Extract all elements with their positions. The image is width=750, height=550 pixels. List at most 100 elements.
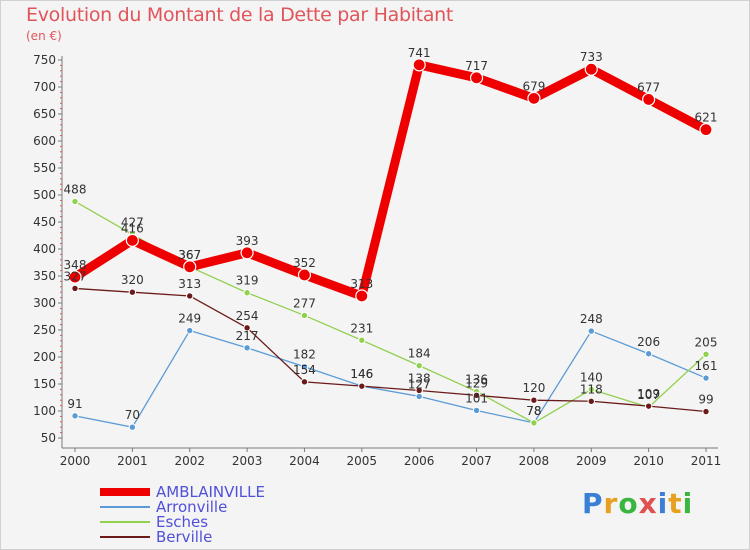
data-point	[71, 412, 79, 420]
data-point	[355, 289, 369, 303]
data-label: 327	[64, 269, 87, 283]
y-tick-label: 200	[33, 350, 56, 364]
data-point	[472, 406, 481, 415]
x-tick-label: 2005	[347, 454, 378, 468]
series-line-esches	[74, 200, 707, 424]
data-label: 254	[236, 309, 259, 323]
y-tick-label: 450	[33, 215, 56, 229]
data-point	[472, 391, 481, 400]
data-label: 101	[465, 391, 488, 405]
data-label: 488	[64, 182, 87, 196]
data-label: 146	[350, 367, 373, 381]
y-tick-label: 500	[33, 188, 56, 202]
data-label: 184	[408, 347, 431, 361]
data-point	[358, 336, 366, 344]
data-point	[587, 327, 595, 335]
data-point	[68, 270, 82, 284]
x-tick-label: 2007	[461, 454, 492, 468]
legend-swatch	[100, 506, 150, 508]
data-label: 352	[293, 256, 316, 270]
data-label: 679	[522, 79, 545, 93]
x-tick-label: 2006	[404, 454, 435, 468]
data-label: 677	[637, 80, 660, 94]
data-point	[125, 233, 139, 247]
data-point	[297, 268, 312, 282]
data-label: 205	[695, 335, 718, 349]
data-point	[186, 326, 194, 335]
data-label: 313	[178, 277, 201, 291]
series-line-arronville	[74, 329, 707, 428]
y-tick-label: 50	[41, 431, 56, 445]
data-label: 127	[408, 377, 431, 391]
data-point	[415, 361, 423, 370]
data-label: 138	[408, 371, 431, 385]
x-tick-label: 2009	[576, 454, 607, 468]
chart-data-labels: 348 416 367 393 352 313 741 717 679 733 677 621 91 70…	[64, 46, 718, 422]
chart-series-lines	[68, 58, 713, 431]
data-label: 248	[580, 312, 603, 326]
y-tick-label: 250	[33, 323, 56, 337]
series-line-berville	[74, 287, 707, 413]
data-point	[183, 260, 197, 274]
data-point	[300, 311, 309, 320]
data-label: 78	[526, 404, 541, 418]
data-point	[300, 363, 309, 371]
data-point	[243, 344, 251, 352]
y-tick-label: 350	[33, 269, 56, 283]
data-label: 109	[637, 387, 660, 401]
data-point	[243, 324, 251, 332]
legend-label: Berville	[156, 528, 213, 546]
data-point	[415, 386, 423, 395]
legend-label: Esches	[156, 513, 209, 531]
legend-item-esches: Esches	[100, 513, 400, 531]
data-label: 136	[465, 373, 488, 387]
data-point	[240, 246, 254, 260]
data-point	[71, 197, 79, 206]
data-point	[530, 396, 538, 404]
y-tick-label: 600	[33, 134, 56, 148]
data-label: 182	[293, 348, 316, 362]
data-label: 231	[350, 321, 373, 335]
data-point	[527, 91, 541, 105]
legend-swatch	[100, 521, 150, 523]
data-label: 393	[236, 234, 259, 248]
chart-axes: 50 100 150 200 250 300 350 400 450 500 550 600 650 70…	[33, 53, 721, 468]
x-tick-label: 2002	[174, 454, 205, 468]
data-point	[530, 419, 538, 427]
data-label: 277	[293, 296, 316, 310]
x-tick-label: 2008	[519, 454, 550, 468]
data-point	[469, 71, 484, 85]
data-label: 91	[67, 397, 82, 411]
y-tick-label: 700	[33, 80, 56, 94]
data-point	[587, 397, 595, 405]
legend-item-arronville: Arronville	[100, 498, 400, 516]
data-label: 70	[125, 408, 140, 422]
chart-unit-label: (en €)	[26, 29, 62, 43]
data-point	[587, 385, 595, 394]
data-point	[702, 374, 710, 382]
legend-swatch	[100, 488, 150, 496]
x-tick-label: 2003	[232, 454, 263, 468]
data-label: 118	[580, 382, 603, 396]
data-label: 99	[698, 393, 713, 407]
legend-label: AMBLAINVILLE	[156, 483, 265, 501]
data-label: 313	[350, 277, 373, 291]
data-label: 120	[522, 381, 545, 395]
x-tick-label: 2001	[117, 454, 148, 468]
data-label: 621	[695, 111, 718, 125]
y-tick-label: 300	[33, 296, 56, 310]
y-tick-label: 400	[33, 242, 56, 256]
data-label: 717	[465, 59, 488, 73]
y-tick-label: 150	[33, 377, 56, 391]
data-point	[71, 284, 79, 293]
y-tick-label: 100	[33, 404, 56, 418]
data-label: 154	[293, 363, 316, 377]
x-tick-label: 2000	[60, 454, 91, 468]
data-label: 319	[236, 274, 259, 288]
legend-swatch	[100, 536, 150, 538]
y-tick-label: 750	[33, 53, 56, 67]
data-label: 140	[580, 370, 603, 384]
data-point	[584, 62, 598, 76]
data-label: 367	[178, 248, 201, 262]
